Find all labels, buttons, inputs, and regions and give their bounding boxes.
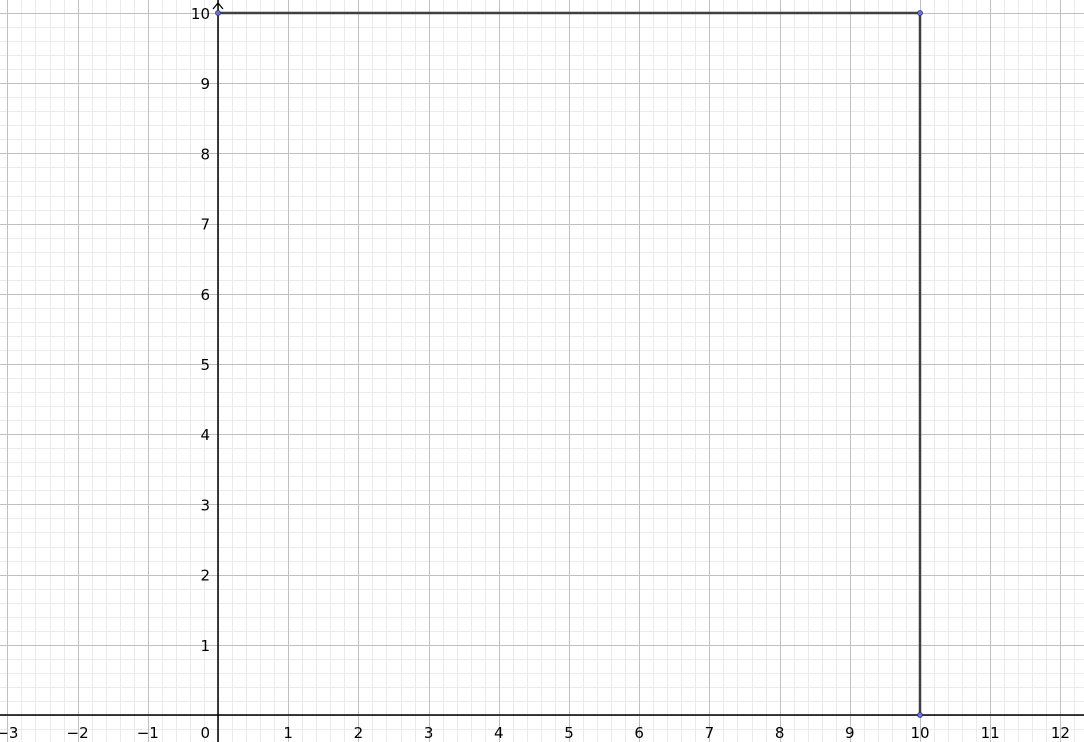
x-tick-label: −2 — [67, 724, 89, 742]
x-tick-label: 12 — [1051, 724, 1070, 742]
x-tick-label: 9 — [845, 724, 855, 742]
y-tick-label: 2 — [200, 567, 210, 585]
y-tick-label: 10 — [191, 5, 210, 23]
y-axis-arrow-icon — [212, 1, 224, 10]
y-tick-label: 6 — [200, 286, 210, 304]
y-tick-label: 8 — [200, 145, 210, 163]
x-tick-label: 10 — [910, 724, 929, 742]
y-tick-label: 9 — [200, 75, 210, 93]
x-tick-label: −1 — [137, 724, 159, 742]
x-tick-label: 0 — [200, 724, 210, 742]
point[interactable] — [215, 10, 221, 16]
point[interactable] — [917, 712, 923, 718]
x-tick-label: 7 — [705, 724, 715, 742]
y-tick-label: 7 — [200, 216, 210, 234]
y-tick-label: 5 — [200, 356, 210, 374]
x-tick-label: 4 — [494, 724, 504, 742]
x-tick-label: 2 — [354, 724, 364, 742]
y-tick-label: 3 — [200, 496, 210, 514]
x-tick-label: 3 — [424, 724, 434, 742]
x-tick-label: 1 — [283, 724, 293, 742]
x-tick-label: −3 — [0, 724, 18, 742]
point[interactable] — [917, 10, 923, 16]
x-tick-label: 8 — [775, 724, 785, 742]
y-tick-label: 1 — [200, 637, 210, 655]
x-tick-label: 5 — [564, 724, 574, 742]
y-tick-label: 4 — [200, 426, 210, 444]
x-tick-label: 11 — [981, 724, 1000, 742]
x-tick-label: 6 — [634, 724, 644, 742]
